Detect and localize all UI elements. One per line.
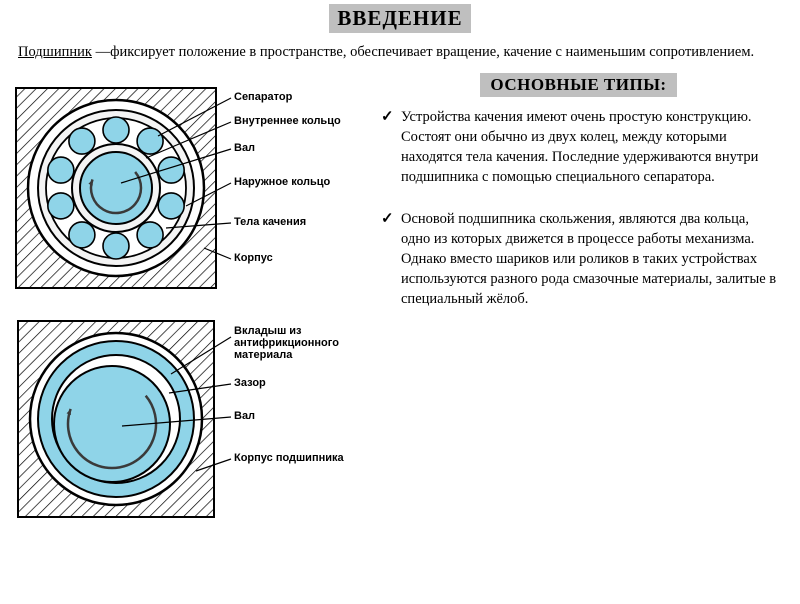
diagram-label: Корпус подшипника (234, 452, 344, 464)
diagram-label: Вкладыш из антифрикционного материала (234, 325, 344, 361)
intro-text: Подшипник —фиксирует положение в простра… (18, 43, 782, 63)
diagram-label: Зазор (234, 377, 266, 389)
bullet-item: Устройства качения имеют очень простую к… (379, 107, 778, 187)
bullet-list: Устройства качения имеют очень простую к… (379, 107, 778, 309)
diagram-label: Тела качения (234, 216, 306, 228)
diagram-label: Наружное кольцо (234, 176, 330, 188)
diagram-label: Сепаратор (234, 91, 292, 103)
diagram-label: Корпус (234, 252, 273, 264)
diagram-label: Вал (234, 410, 255, 422)
rolling-bearing-diagram: Сепаратор Внутреннее кольцо Вал Наружное ко… (6, 73, 371, 305)
plain-bearing-diagram: Вкладыш из антифрикционного материала Заз… (6, 309, 371, 531)
diagram-label: Вал (234, 142, 255, 154)
bullet-item: Основой подшипника скольжения, являются … (379, 209, 778, 309)
section-subtitle: ОСНОВНЫЕ ТИПЫ: (480, 73, 676, 97)
page-title: ВВЕДЕНИЕ (329, 4, 470, 33)
diagrams-column: Сепаратор Внутреннее кольцо Вал Наружное ко… (6, 71, 371, 535)
diagram-label: Внутреннее кольцо (234, 115, 341, 127)
intro-rest: —фиксирует положение в пространстве, обе… (92, 44, 754, 60)
text-column: ОСНОВНЫЕ ТИПЫ: Устройства качения имеют … (379, 71, 794, 535)
intro-underlined: Подшипник (18, 44, 92, 60)
